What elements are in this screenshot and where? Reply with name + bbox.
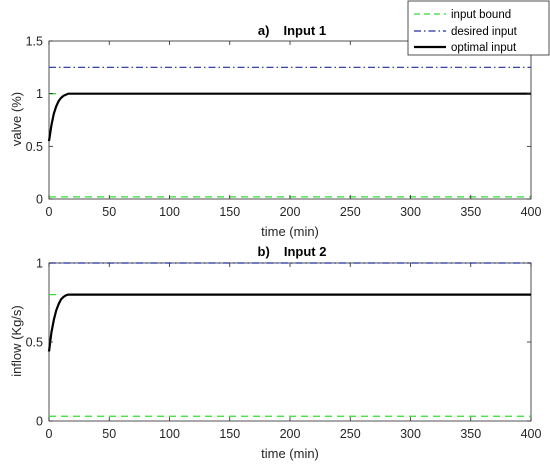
legend-label-input-bound: input bound xyxy=(451,9,511,21)
y-tick-label-b: 0 xyxy=(36,415,43,429)
chart-title-b: b) Input 2 xyxy=(258,244,327,259)
y-tick-label-b: 1 xyxy=(36,257,43,271)
x-tick-label-b: 0 xyxy=(46,427,53,441)
x-tick-label-b: 250 xyxy=(340,427,361,441)
x-tick-label-b: 50 xyxy=(102,427,116,441)
x-tick-label-b: 400 xyxy=(521,427,542,441)
y-tick-label-a: 1 xyxy=(36,87,43,101)
chart-title-prefix-a: a) xyxy=(258,23,270,38)
y-tick-label-a: 1.5 xyxy=(26,35,43,49)
x-tick-label-b: 200 xyxy=(280,427,301,441)
chart-title-text-a: Input 1 xyxy=(283,23,326,38)
legend: input bound desired input optimal input xyxy=(407,0,550,56)
legend-label-desired-input: desired input xyxy=(451,26,518,38)
x-tick-label-b: 300 xyxy=(400,427,421,441)
x-tick-label-a: 150 xyxy=(219,205,240,219)
axes-frame-b xyxy=(48,262,532,422)
x-axis-label-a: time (min) xyxy=(261,224,319,239)
y-axis-label-b: inflow (Kg/s) xyxy=(9,305,24,377)
y-axis-label-a: valve (%) xyxy=(9,92,24,146)
x-tick-label-a: 0 xyxy=(46,205,53,219)
chart-title-text-b: Input 2 xyxy=(284,244,327,259)
axes-frame-a xyxy=(48,40,532,200)
x-tick-label-a: 200 xyxy=(280,205,301,219)
y-tick-label-b: 0.5 xyxy=(26,336,43,350)
plot-area-a: 0 50 100 150 200 250 300 350 400 0 0.5 1 1.5 xyxy=(26,35,542,220)
x-tick-label-a: 100 xyxy=(159,205,180,219)
x-tick-label-a: 50 xyxy=(102,205,116,219)
series-line-optimal-input-a-3 xyxy=(47,92,531,142)
x-tick-label-b: 150 xyxy=(219,427,240,441)
series-line-optimal-input-b-3 xyxy=(47,293,531,352)
chart-panel-a: 0 50 100 150 200 250 300 350 400 0 0.5 1 1.5 a) Input… xyxy=(9,23,541,239)
y-tick-label-a: 0.5 xyxy=(26,140,43,154)
y-tick-label-a: 0 xyxy=(36,193,43,207)
x-tick-label-a: 300 xyxy=(400,205,421,219)
x-tick-label-a: 400 xyxy=(521,205,542,219)
legend-label-optimal-input: optimal input xyxy=(451,42,517,54)
x-axis-label-b: time (min) xyxy=(261,446,319,461)
x-tick-label-b: 350 xyxy=(460,427,481,441)
x-tick-label-a: 250 xyxy=(340,205,361,219)
chart-title-prefix-b: b) xyxy=(258,244,270,259)
plot-area-b: 0 50 100 150 200 250 300 350 400 0 0.5 1 xyxy=(26,257,542,442)
x-tick-label-a: 350 xyxy=(460,205,481,219)
x-tick-label-b: 100 xyxy=(159,427,180,441)
chart-title-a: a) Input 1 xyxy=(258,23,326,38)
